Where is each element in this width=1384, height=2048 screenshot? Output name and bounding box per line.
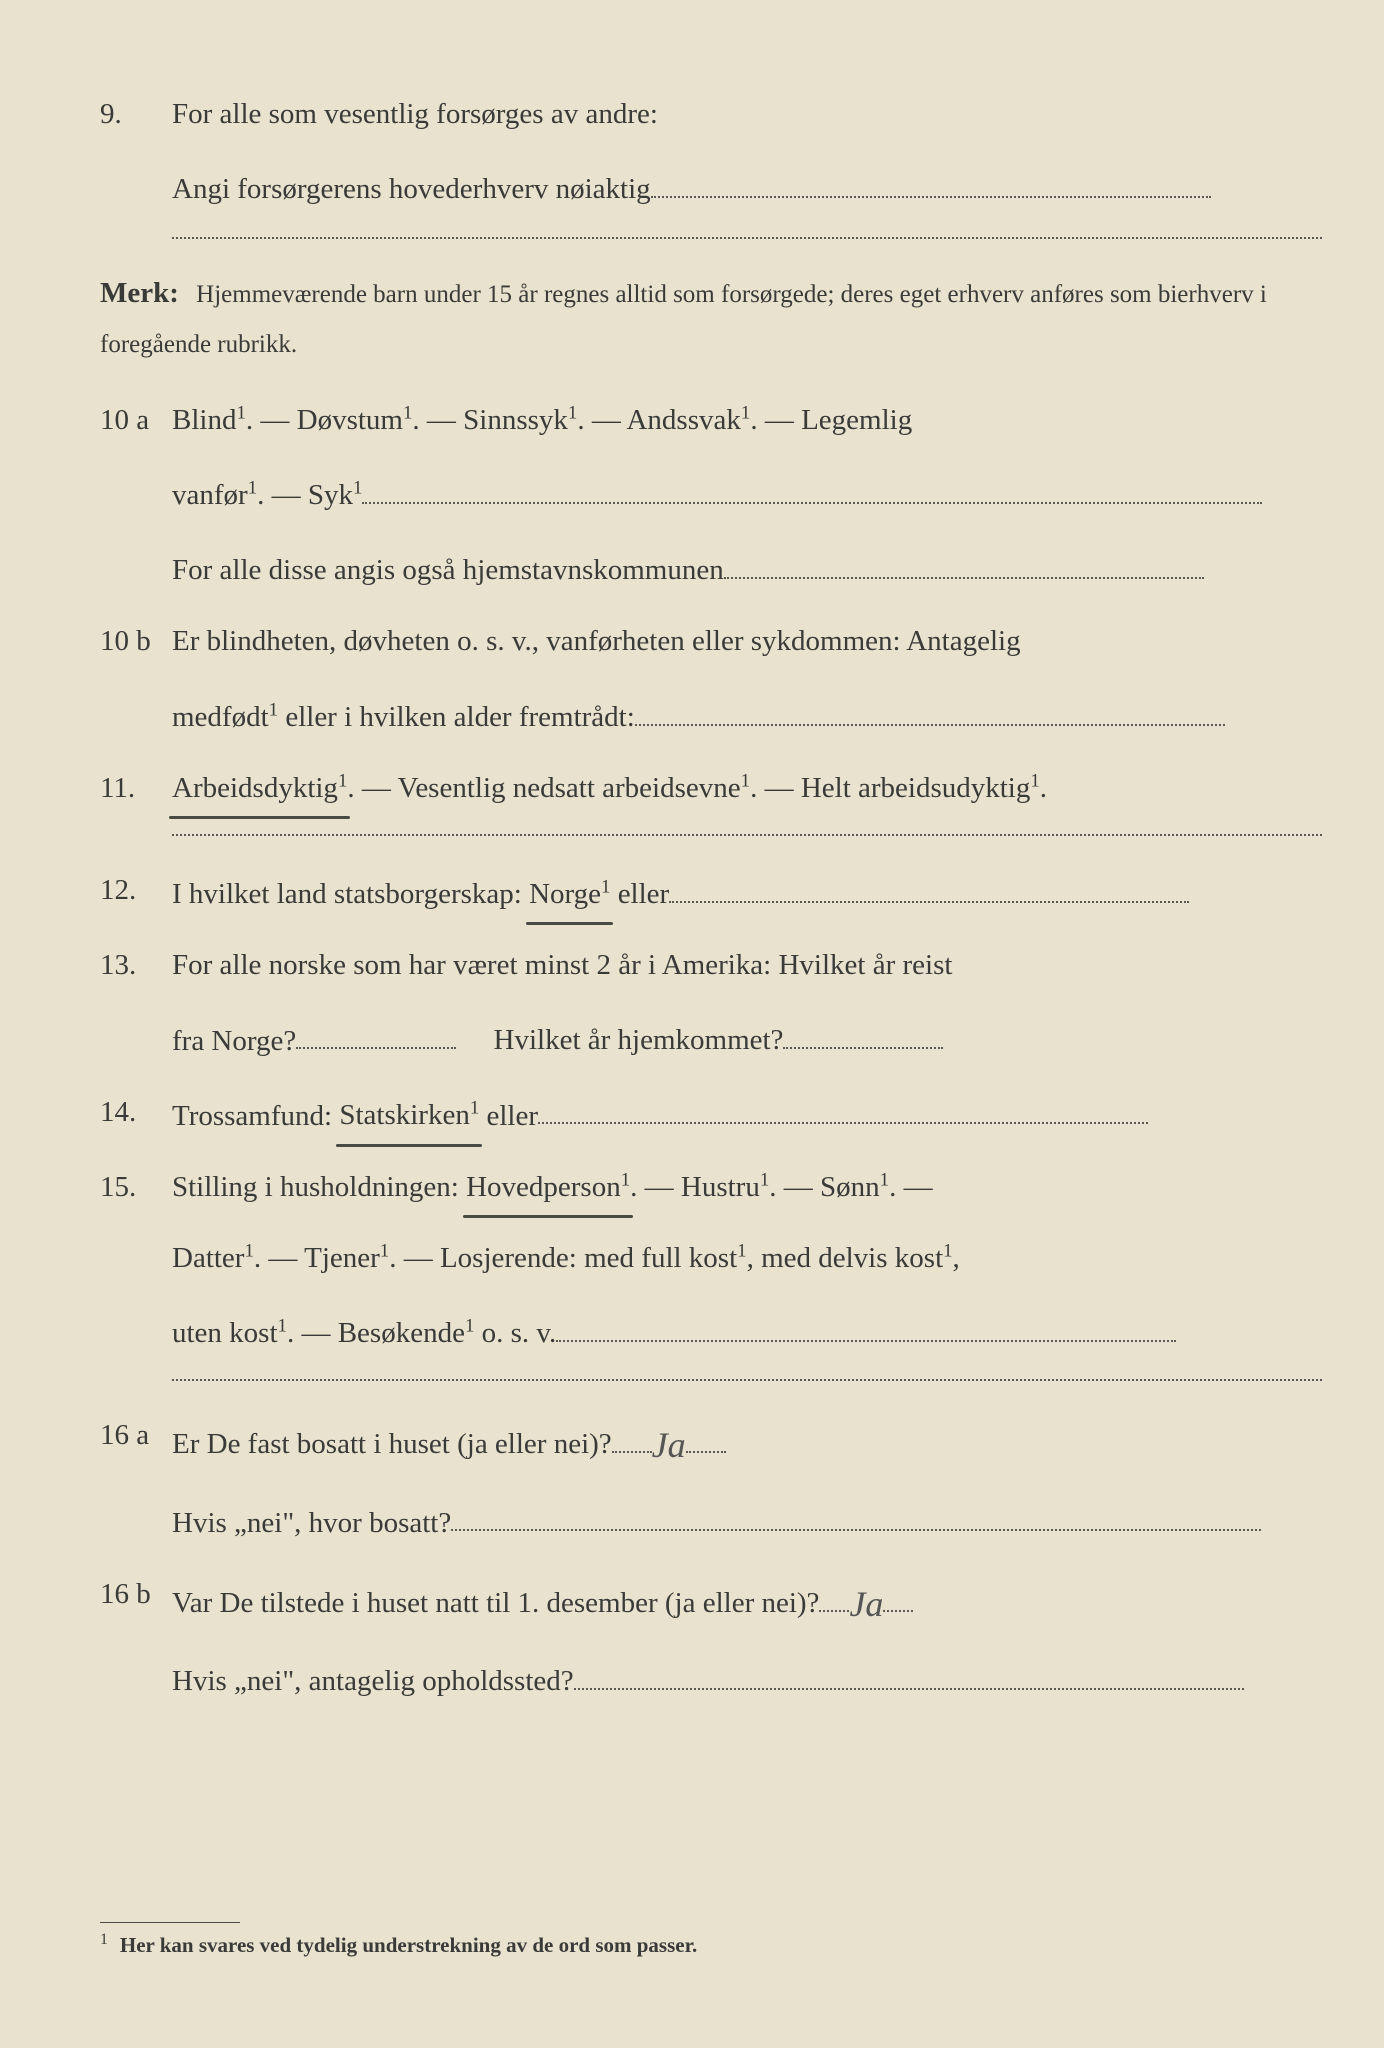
q11-number: 11. xyxy=(100,764,172,813)
fill-line xyxy=(819,1575,849,1612)
q9: 9.For alle som vesentlig forsørges av an… xyxy=(100,90,1314,139)
q9-line2: Angi forsørgerens hovederhverv nøiaktig xyxy=(172,161,1314,214)
census-form-page: 9.For alle som vesentlig forsørges av an… xyxy=(0,0,1384,2048)
q13: 13.For alle norske som har været minst 2… xyxy=(100,941,1314,990)
merk-text: Hjemmeværende barn under 15 år regnes al… xyxy=(100,281,1267,357)
footnote-text: Her kan svares ved tydelig understreknin… xyxy=(120,1933,697,1957)
q16a: 16 aEr De fast bosatt i huset (ja eller … xyxy=(100,1411,1314,1472)
q15-number: 15. xyxy=(100,1163,172,1212)
q13-text-1: For alle norske som har været minst 2 år… xyxy=(172,949,952,981)
q16b-answer: Ja xyxy=(849,1574,883,1635)
q10a-number: 10 a xyxy=(100,396,172,445)
divider-dotted xyxy=(172,1378,1322,1381)
q12-number: 12. xyxy=(100,866,172,915)
q15: 15.Stilling i husholdningen: Hovedperson… xyxy=(100,1163,1314,1212)
q16a-text-2: Hvis „nei", hvor bosatt? xyxy=(172,1506,451,1538)
q10b: 10 bEr blindheten, døvheten o. s. v., va… xyxy=(100,617,1314,666)
q14-underlined: Statskirken1 xyxy=(339,1091,479,1140)
fill-line xyxy=(635,689,1225,726)
q13-text-2a: fra Norge? xyxy=(172,1024,296,1056)
divider-dotted xyxy=(172,236,1322,239)
q11-underlined: Arbeidsdyktig1 xyxy=(172,764,347,813)
footnote-marker: 1 xyxy=(100,1931,108,1948)
fill-line xyxy=(669,866,1189,903)
q10b-line2: medfødt1 eller i hvilken alder fremtrådt… xyxy=(172,689,1314,742)
q16b-line2: Hvis „nei", antagelig opholdssted? xyxy=(172,1653,1314,1706)
q16a-answer: Ja xyxy=(652,1415,686,1476)
q10b-number: 10 b xyxy=(100,617,172,666)
fill-line xyxy=(651,161,1211,198)
fill-line xyxy=(612,1417,652,1454)
q15-underlined: Hovedperson1 xyxy=(466,1163,630,1212)
q12-prefix: I hvilket land statsborgerskap: xyxy=(172,878,529,910)
fill-line xyxy=(686,1417,726,1454)
q10a-text-2: vanfør1. — Syk1 xyxy=(172,479,362,511)
q15-line2: Datter1. — Tjener1. — Losjerende: med fu… xyxy=(172,1234,1314,1283)
q12-suffix: eller xyxy=(610,878,669,910)
q11: 11.Arbeidsdyktig1. — Vesentlig nedsatt a… xyxy=(100,764,1314,813)
q14-number: 14. xyxy=(100,1088,172,1137)
q9-number: 9. xyxy=(100,90,172,139)
footnote: 1 Her kan svares ved tydelig understrekni… xyxy=(100,1922,697,1958)
q13-text-2b: Hvilket år hjemkommet? xyxy=(494,1024,784,1056)
q10a: 10 aBlind1. — Døvstum1. — Sinnssyk1. — A… xyxy=(100,396,1314,445)
fill-line xyxy=(538,1088,1148,1125)
fill-line xyxy=(296,1013,456,1050)
q13-number: 13. xyxy=(100,941,172,990)
q16a-line2: Hvis „nei", hvor bosatt? xyxy=(172,1495,1314,1548)
fill-line xyxy=(451,1495,1261,1532)
q10a-line3: For alle disse angis også hjemstavnskomm… xyxy=(172,542,1314,595)
q15-rest1: . — Hustru1. — Sønn1. — xyxy=(630,1171,932,1203)
q11-rest: . — Vesentlig nedsatt arbeidsevne1. — He… xyxy=(347,772,1047,804)
fill-line xyxy=(574,1653,1244,1690)
q16b-number: 16 b xyxy=(100,1570,172,1619)
q13-line2: fra Norge? Hvilket år hjemkommet? xyxy=(172,1013,1314,1066)
footnote-rule xyxy=(100,1922,240,1923)
q10a-text-1: Blind1. — Døvstum1. — Sinnssyk1. — Andss… xyxy=(172,404,912,436)
q12: 12.I hvilket land statsborgerskap: Norge… xyxy=(100,866,1314,919)
q16a-text-1: Er De fast bosatt i huset (ja eller nei)… xyxy=(172,1428,612,1460)
q16b-text-1: Var De tilstede i huset natt til 1. dese… xyxy=(172,1587,819,1619)
fill-line xyxy=(724,542,1204,579)
q10a-line2: vanfør1. — Syk1 xyxy=(172,467,1314,520)
fill-line xyxy=(883,1575,913,1612)
q14-prefix: Trossamfund: xyxy=(172,1099,339,1131)
q15-line3: uten kost1. — Besøkende1 o. s. v. xyxy=(172,1305,1314,1358)
q14-suffix: eller xyxy=(479,1099,538,1131)
q12-underlined: Norge1 xyxy=(529,870,610,919)
q16a-number: 16 a xyxy=(100,1411,172,1460)
q10a-text-3: For alle disse angis også hjemstavnskomm… xyxy=(172,554,724,586)
q15-prefix: Stilling i husholdningen: xyxy=(172,1171,466,1203)
q9-text-1: For alle som vesentlig forsørges av andr… xyxy=(172,98,658,130)
fill-line xyxy=(556,1305,1176,1342)
q14: 14.Trossamfund: Statskirken1 eller xyxy=(100,1088,1314,1141)
q9-text-2: Angi forsørgerens hovederhverv nøiaktig xyxy=(172,173,651,205)
q10b-text-1: Er blindheten, døvheten o. s. v., vanfør… xyxy=(172,625,1021,657)
divider-dotted xyxy=(172,833,1322,836)
fill-line xyxy=(783,1013,943,1050)
q16b: 16 bVar De tilstede i huset natt til 1. … xyxy=(100,1570,1314,1631)
merk-row: Merk: Hjemmeværende barn under 15 år reg… xyxy=(100,269,1314,368)
q15-text-2: Datter1. — Tjener1. — Losjerende: med fu… xyxy=(172,1242,960,1274)
q10b-text-2: medfødt1 eller i hvilken alder fremtrådt… xyxy=(172,701,635,733)
q15-text-3: uten kost1. — Besøkende1 o. s. v. xyxy=(172,1317,556,1349)
q16b-text-2: Hvis „nei", antagelig opholdssted? xyxy=(172,1665,574,1697)
merk-label: Merk: xyxy=(100,277,179,309)
fill-line xyxy=(362,467,1262,504)
